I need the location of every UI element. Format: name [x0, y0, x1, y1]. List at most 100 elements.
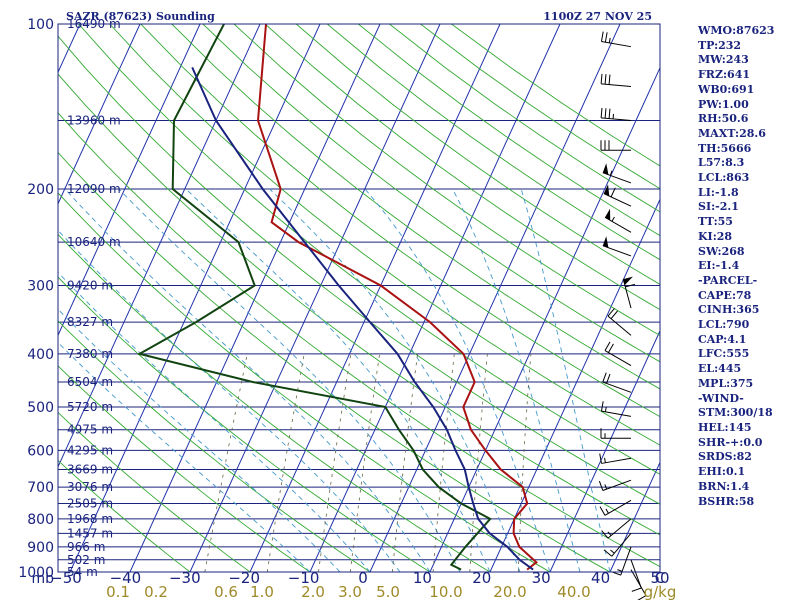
- index-line: LCL:790: [698, 318, 750, 332]
- wind-barb-flag: [600, 73, 603, 84]
- dry-adiabat: [140, 24, 660, 418]
- moist-adiabat: [269, 188, 521, 572]
- isotherm-line: [69, 24, 321, 572]
- isotherm-line: [549, 329, 660, 572]
- wind-barb: [602, 372, 632, 393]
- wind-barb-flag: [600, 107, 603, 118]
- temperature-tick: −40: [110, 569, 142, 587]
- dry-adiabat: [58, 459, 191, 572]
- dry-adiabat: [58, 151, 611, 572]
- wind-barb-pennant: [603, 184, 610, 197]
- wind-barb-flag: [631, 587, 642, 592]
- height-label: 16490 m: [67, 17, 121, 31]
- isotherm-line: [309, 24, 561, 572]
- wind-barbs: [598, 31, 647, 600]
- pressure-label: 800: [27, 512, 54, 528]
- wind-barb-staff: [601, 40, 632, 48]
- index-line: MW:243: [698, 53, 749, 67]
- index-line: STM:300/18: [698, 406, 773, 420]
- moist-adiabat: [58, 308, 341, 572]
- wind-barb-half-flag: [604, 484, 608, 490]
- wind-barb-pennant: [602, 236, 609, 248]
- mixing-ratio-tick: 0.2: [144, 583, 168, 600]
- pressure-label: 1000: [18, 565, 54, 581]
- isotherm-line: [189, 24, 441, 572]
- temperature-tick: 40: [591, 569, 610, 587]
- mixing-ratio-line: [266, 353, 305, 572]
- dry-adiabat: [295, 24, 660, 285]
- height-label: 502 m: [67, 553, 105, 567]
- temperature-tick: 0: [358, 569, 368, 587]
- dry-adiabat: [58, 320, 371, 572]
- wind-barb: [600, 73, 632, 87]
- dry-adiabat: [326, 24, 660, 261]
- index-line: LCL:863: [698, 171, 750, 185]
- mixing-ratio-tick: 40.0: [557, 583, 590, 600]
- wind-barb-flag: [598, 480, 604, 491]
- height-label: 10640 m: [67, 235, 121, 249]
- temperature-unit-label: C: [655, 569, 665, 587]
- mixing-ratio-tick: 0.6: [214, 583, 238, 600]
- isotherm-line: [489, 198, 660, 572]
- wind-barb-flag: [625, 283, 636, 288]
- dry-adiabat: [58, 192, 551, 572]
- temperature-tick: 20: [472, 569, 491, 587]
- index-line: MAXT:28.6: [698, 126, 766, 140]
- dry-adiabat: [58, 233, 491, 572]
- mixing-ratio-tick: 1.0: [250, 583, 274, 600]
- wind-barb-half-flag: [605, 508, 609, 514]
- wind-barb-staff: [604, 350, 632, 366]
- wind-barb: [599, 453, 632, 464]
- height-label: 12090 m: [67, 182, 121, 196]
- wind-barb-flag: [608, 108, 611, 119]
- wind-barb-flag: [601, 530, 609, 539]
- index-line: CAPE:78: [698, 288, 752, 302]
- index-line: SHR-+:0.0: [698, 435, 763, 449]
- wind-barb-flag: [604, 341, 611, 351]
- wind-barb-staff: [630, 569, 647, 596]
- wind-barb-staff: [602, 381, 632, 393]
- pressure-unit-label: mb: [31, 571, 54, 587]
- height-label: 1968 m: [67, 512, 113, 526]
- index-line: LFC:555: [698, 347, 750, 361]
- dry-adiabat: [202, 24, 660, 363]
- index-line: KI:28: [698, 229, 733, 243]
- pressure-label: 400: [27, 347, 54, 363]
- wind-barb-flag: [602, 372, 607, 383]
- height-label: 4975 m: [67, 423, 113, 437]
- indices-panel: WMO:87623 TP:232 MW:243 FRZ:641 WB0:691 PW:1.…: [698, 24, 798, 509]
- wind-barb-staff: [611, 533, 632, 557]
- temperature-tick: 30: [532, 569, 551, 587]
- wind-barb-staff: [620, 546, 632, 576]
- pressure-label: 100: [27, 17, 54, 33]
- sounding-profiles: [136, 24, 538, 571]
- wind-barb-staff: [607, 518, 632, 539]
- temperature-tick: −50: [50, 569, 82, 587]
- mixing-ratio-line: [204, 353, 248, 572]
- wind-barb: [600, 401, 632, 417]
- index-line: BSHR:58: [698, 494, 755, 508]
- pressure-label: 900: [27, 540, 54, 556]
- index-line: MPL:375: [698, 376, 754, 390]
- index-line: RH:50.6: [698, 112, 749, 126]
- wind-barb: [598, 479, 632, 491]
- wind-barb-staff: [630, 559, 642, 589]
- height-label: 2505 m: [67, 497, 113, 511]
- index-line: FRZ:641: [698, 68, 751, 82]
- isotherm-line: [249, 24, 501, 572]
- index-line: PW:1.00: [698, 97, 749, 111]
- height-label: 13960 m: [67, 113, 121, 127]
- index-line: BRN:1.4: [698, 479, 750, 493]
- isotherm-line: [609, 461, 660, 572]
- height-label: 7380 m: [67, 347, 113, 361]
- valid-time: 1100Z 27 NOV 25: [543, 10, 652, 23]
- index-line: EHI:0.1: [698, 465, 746, 479]
- wind-barb-half-flag: [604, 457, 606, 463]
- chart-title: SAZR (87623) Sounding: [66, 10, 215, 23]
- moist-adiabat: [364, 188, 551, 572]
- mixing-ratio-tick: 10.0: [429, 583, 462, 600]
- wind-barb: [603, 533, 632, 557]
- pressure-label: 500: [27, 400, 54, 416]
- dry-adiabat: [58, 411, 251, 572]
